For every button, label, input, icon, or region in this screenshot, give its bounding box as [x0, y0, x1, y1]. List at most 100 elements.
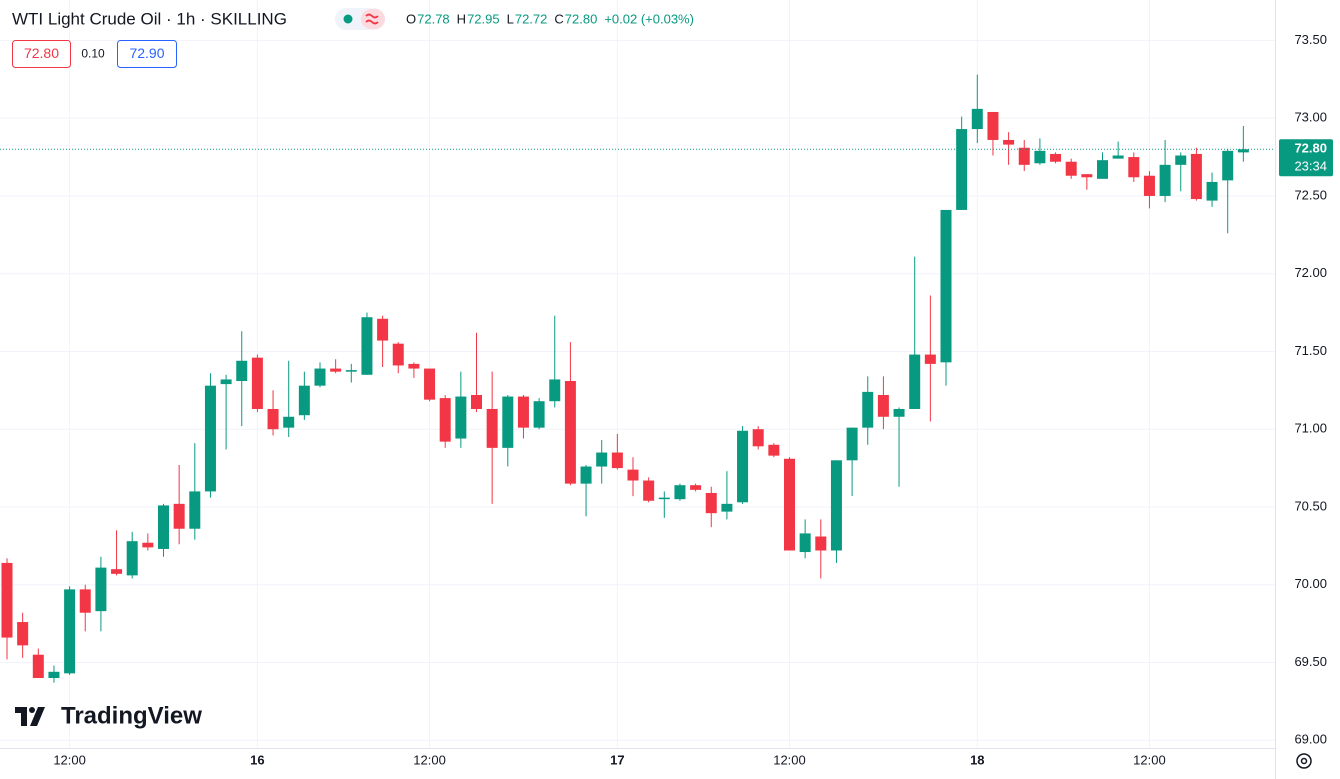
candle-body	[564, 380, 576, 484]
candle-body	[799, 533, 811, 553]
candle-body	[596, 452, 608, 467]
candle-body	[1175, 155, 1187, 165]
candle-body	[815, 536, 827, 551]
candle-body	[111, 569, 123, 574]
candle-body	[392, 343, 404, 366]
x-tick-label: 17	[610, 752, 624, 767]
candle-body	[1081, 174, 1093, 178]
x-tick-label: 12:00	[413, 752, 446, 767]
candle-body	[1159, 164, 1171, 196]
candle-body	[79, 589, 91, 613]
candle-body	[439, 398, 451, 442]
candle-body	[64, 589, 76, 674]
candle-body	[768, 444, 780, 456]
candle-body	[611, 452, 623, 469]
ohlc-key: L	[507, 11, 514, 26]
ask-price: 72.90	[129, 45, 164, 61]
candle-body	[408, 363, 420, 369]
axes: 69.00 69.50 70.00 70.50 71.00 71.50 72.00 72.50…	[53, 32, 1333, 767]
candle-body	[533, 401, 545, 428]
candle-body	[956, 129, 968, 210]
candle-body	[377, 318, 389, 341]
y-tick-label: 69.00	[1294, 732, 1327, 747]
candle-body	[737, 430, 749, 503]
x-tick-label: 16	[250, 752, 264, 767]
candle-body	[189, 491, 201, 529]
candle-body	[971, 108, 983, 130]
y-tick-label: 72.00	[1294, 265, 1327, 280]
y-tick-label: 70.00	[1294, 576, 1327, 591]
candle-body	[1143, 175, 1155, 196]
candle-body	[424, 368, 436, 400]
candle-body	[126, 541, 138, 576]
candle-body	[345, 370, 357, 372]
last-price-tag	[1279, 139, 1333, 177]
logo-shape	[29, 707, 35, 713]
candle-body	[846, 427, 858, 461]
candle-body	[251, 357, 263, 409]
candle-body	[517, 396, 529, 428]
y-tick-label: 71.00	[1294, 421, 1327, 436]
candle-body	[1003, 139, 1015, 145]
candle-body	[236, 360, 248, 381]
candle-body	[862, 391, 874, 428]
y-tick-label: 72.50	[1294, 187, 1327, 202]
logo-shape	[15, 707, 27, 726]
ohlc-key: C	[554, 11, 563, 26]
x-tick-label: 12:00	[773, 752, 806, 767]
candle-body	[721, 503, 733, 512]
candle-body	[220, 379, 232, 385]
candle-body	[1065, 161, 1077, 176]
ohlc-value: 72.78	[417, 11, 450, 26]
buy-box[interactable]	[117, 40, 177, 68]
delayed-badge	[361, 9, 385, 29]
candle-body	[32, 654, 44, 679]
gear-inner	[1300, 757, 1308, 765]
last-price-label: 72.80	[1294, 141, 1327, 156]
settings-button[interactable]	[1296, 753, 1312, 769]
candle-body	[784, 458, 795, 551]
candle-body	[705, 492, 717, 514]
y-tick-label: 69.50	[1294, 654, 1327, 669]
ohlc-legend: O 72.78 H 72.95 L 72.72 C 72.80 +0.02 (+0.03%)	[406, 11, 694, 26]
candle-body	[1206, 181, 1218, 201]
x-tick-label: 12:00	[53, 752, 86, 767]
logo-shape	[30, 707, 45, 726]
candle-body	[1018, 147, 1030, 165]
candle-body	[1034, 150, 1046, 164]
candle-body	[940, 209, 952, 363]
candle-body	[204, 385, 216, 492]
candle-body	[674, 485, 686, 500]
candle-body	[95, 567, 107, 612]
candle-body	[314, 368, 326, 386]
ohlc-key: H	[457, 11, 466, 26]
candle-body	[924, 354, 936, 364]
candle-body	[158, 505, 169, 549]
candle-body	[330, 368, 342, 372]
x-tick-label: 18	[970, 752, 984, 767]
bid-price: 72.80	[24, 45, 59, 61]
chart-title: WTI Light Crude Oil · 1h · SKILLING	[12, 9, 287, 28]
candles	[0, 74, 1275, 683]
candle-body	[549, 379, 561, 402]
ohlc-change: +0.02 (+0.03%)	[604, 11, 694, 26]
ohlc-value: 72.95	[467, 11, 500, 26]
y-tick-label: 70.50	[1294, 498, 1327, 513]
sell-box[interactable]	[12, 40, 71, 68]
candle-body	[752, 429, 764, 447]
candle-body	[455, 396, 467, 439]
candle-body	[627, 469, 639, 481]
y-tick-label: 73.00	[1294, 110, 1327, 125]
y-tick-label: 71.50	[1294, 343, 1327, 358]
spread: 0.10	[81, 47, 105, 61]
brand-logo	[15, 707, 45, 726]
candle-body	[471, 394, 482, 409]
candle-body	[1050, 153, 1062, 162]
candle-body	[1190, 153, 1202, 200]
candle-body	[987, 111, 999, 140]
candle-body	[909, 354, 921, 409]
candle-body	[643, 480, 655, 501]
candle-body	[893, 408, 905, 417]
